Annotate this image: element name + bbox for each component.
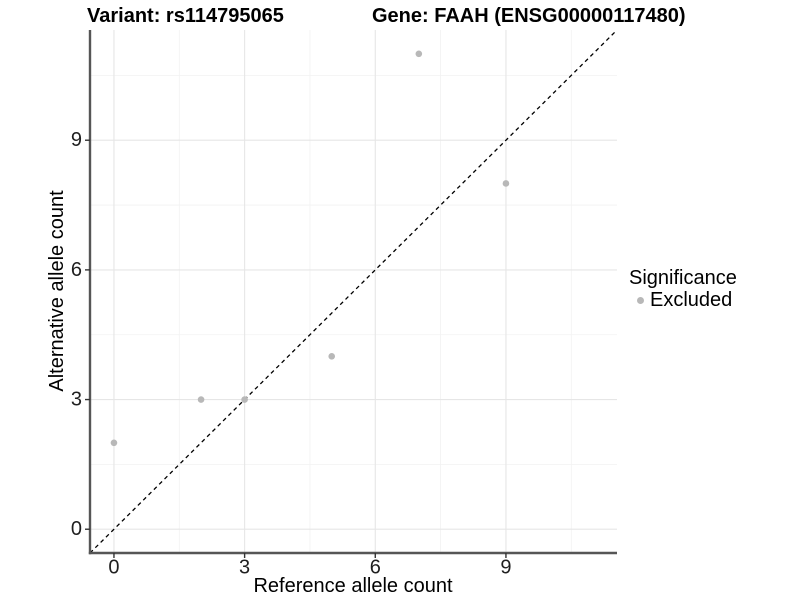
legend-item-label: Excluded: [650, 289, 733, 311]
y-axis-title: Alternative allele count: [46, 190, 68, 392]
y-tick-label: 3: [71, 389, 82, 411]
legend-title: Significance: [629, 267, 737, 289]
x-tick-label: 9: [500, 557, 511, 579]
x-axis-title: Reference allele count: [253, 575, 452, 597]
plot-title-gene: Gene: FAAH (ENSG00000117480): [372, 5, 686, 27]
data-point: [502, 180, 510, 187]
y-tick-label: 6: [71, 259, 82, 281]
data-point: [415, 50, 423, 58]
y-tick-label: 9: [71, 129, 82, 151]
legend: Significance Excluded: [629, 268, 737, 310]
plot-panel: 0 3 6 9 0 3 6 9: [71, 29, 618, 579]
x-tick-label: 0: [108, 557, 119, 579]
data-point: [241, 396, 248, 403]
identity-dashed-line: [89, 29, 618, 554]
x-tick-label: 6: [370, 557, 381, 579]
legend-item-excluded: Excluded: [629, 290, 737, 310]
data-point: [197, 396, 205, 403]
x-tick-label: 3: [239, 557, 250, 579]
excluded-point-icon: [637, 296, 644, 304]
data-point: [110, 439, 118, 447]
data-point: [328, 353, 336, 360]
plot-title-variant: Variant: rs114795065: [87, 5, 284, 27]
y-tick-label: 0: [71, 518, 82, 540]
